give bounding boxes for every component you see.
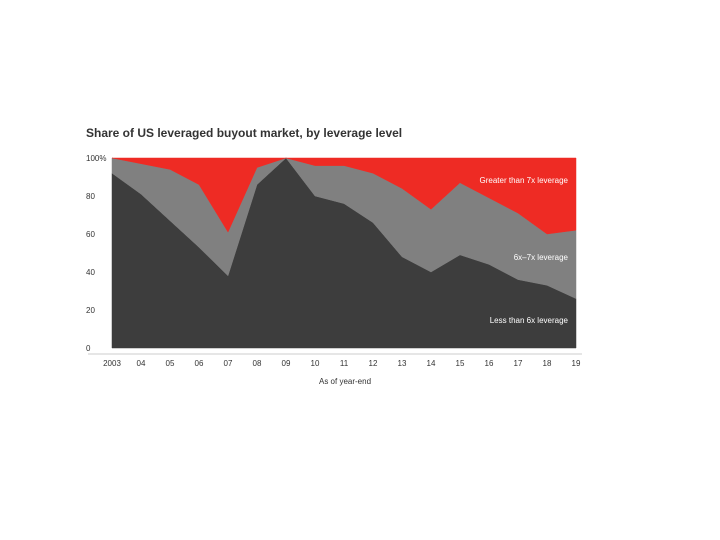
series-label: Less than 6x leverage — [490, 316, 569, 325]
x-tick-label: 13 — [398, 359, 407, 368]
x-tick-label: 2003 — [103, 359, 121, 368]
area-layer — [111, 157, 577, 349]
x-tick-label: 18 — [543, 359, 552, 368]
x-tick-label: 10 — [311, 359, 320, 368]
x-tick-label: 15 — [456, 359, 465, 368]
series-label: 6x–7x leverage — [514, 253, 569, 262]
x-tick-label: 04 — [137, 359, 146, 368]
x-tick-label: 05 — [166, 359, 175, 368]
x-axis: 2003 04 05 06 07 08 09 10 11 12 13 14 15 16 17 18 19 — [88, 353, 582, 368]
x-axis-label: As of year-end — [319, 377, 371, 386]
x-tick-label: 08 — [253, 359, 262, 368]
x-tick-label: 06 — [195, 359, 204, 368]
x-tick-label: 16 — [485, 359, 494, 368]
x-tick-label: 09 — [282, 359, 291, 368]
x-tick-label: 19 — [572, 359, 581, 368]
y-tick-label: 60 — [86, 230, 95, 239]
y-tick-label: 0 — [86, 344, 91, 353]
x-tick-label: 07 — [224, 359, 233, 368]
chart-title: Share of US leveraged buyout market, by … — [86, 126, 403, 140]
y-axis: 0 20 40 60 80 100% — [86, 154, 106, 353]
y-tick-label: 20 — [86, 306, 95, 315]
x-tick-label: 17 — [514, 359, 523, 368]
y-tick-label: 100% — [86, 154, 106, 163]
y-tick-label: 80 — [86, 192, 95, 201]
x-tick-label: 12 — [369, 359, 378, 368]
x-tick-label: 14 — [427, 359, 436, 368]
y-tick-label: 40 — [86, 268, 95, 277]
series-label: Greater than 7x leverage — [480, 176, 569, 185]
series-labels: Less than 6x leverage 6x–7x leverage Great… — [480, 176, 569, 325]
x-tick-label: 11 — [340, 359, 349, 368]
series-area-greater-than-7x-leverage — [111, 157, 577, 235]
